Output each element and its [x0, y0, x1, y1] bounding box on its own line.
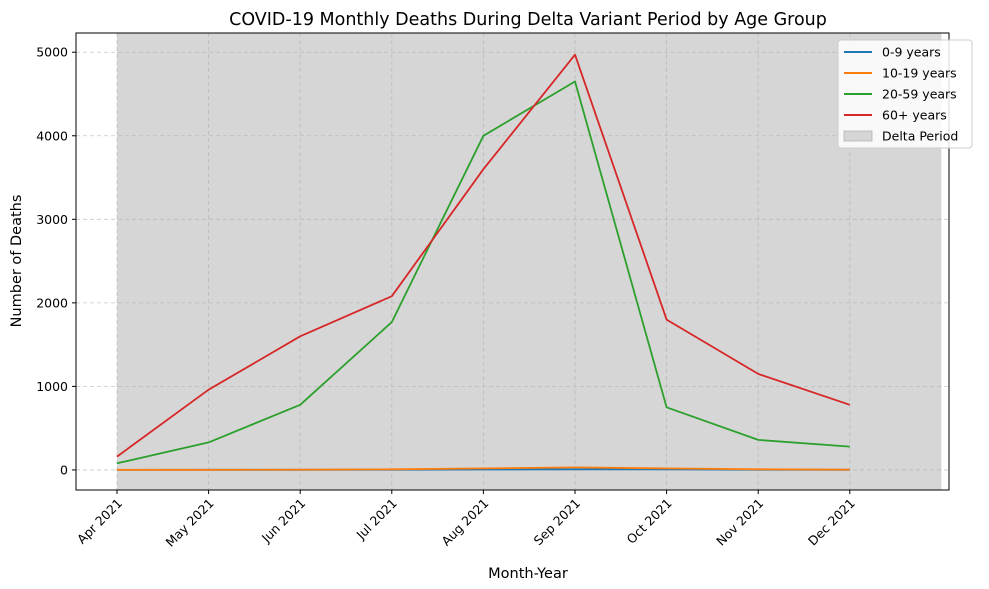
x-tick-label: Oct 2021 [624, 496, 675, 547]
legend-box [837, 39, 973, 149]
legend-swatch [843, 130, 873, 142]
y-tick-label: 4000 [36, 128, 68, 143]
legend-label: 20-59 years [882, 87, 957, 102]
x-tick-label: Apr 2021 [74, 496, 125, 547]
x-tick-label: Dec 2021 [805, 496, 858, 549]
y-tick-label: 2000 [36, 295, 68, 310]
legend: 0-9 years 10-19 years 20-59 years 60+ years… [837, 39, 973, 149]
legend-label: 10-19 years [882, 66, 957, 81]
x-tick-label: Sep 2021 [531, 496, 584, 549]
series-line-60-years [116, 53, 851, 458]
x-tick-label: May 2021 [163, 496, 217, 550]
y-tick-label: 5000 [36, 45, 68, 60]
chart-title: COVID-19 Monthly Deaths During Delta Var… [229, 10, 827, 30]
legend-label: Delta Period [882, 129, 958, 144]
series-line-10-19-years [117, 466, 850, 471]
x-tick-label: Jul 2021 [353, 496, 400, 543]
legend-label: 60+ years [882, 108, 947, 123]
series-line-20-59-years [116, 80, 850, 465]
plot-frame [75, 32, 950, 491]
x-tick-label: Aug 2021 [438, 496, 491, 549]
legend-label: 0-9 years [882, 45, 941, 60]
y-tick-label: 1000 [36, 379, 68, 394]
y-tick-label: 3000 [36, 212, 68, 227]
x-axis-label: Month-Year [488, 566, 568, 582]
delta-period-shading [117, 33, 942, 490]
y-tick-label: 0 [60, 462, 68, 477]
y-axis-label: Number of Deaths [9, 195, 25, 328]
x-tick-label: Nov 2021 [713, 496, 766, 549]
x-tick-label: Jun 2021 [258, 496, 308, 546]
